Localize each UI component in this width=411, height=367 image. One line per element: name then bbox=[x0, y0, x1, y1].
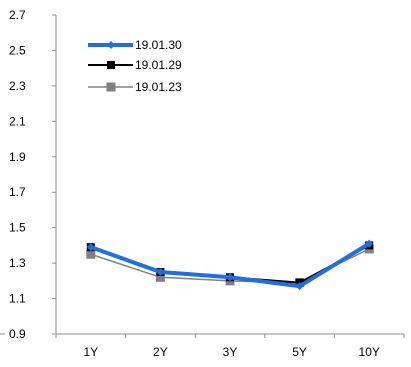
y-tick-labels: 0.9 1.1 1.3 1.5 1.7 1.9 2.1 2.3 2.5 2.7 bbox=[9, 8, 26, 341]
y-tick-label: 1.3 bbox=[9, 256, 26, 270]
data-point bbox=[86, 249, 96, 259]
data-point bbox=[155, 272, 165, 282]
legend-marker bbox=[106, 82, 116, 92]
data-point bbox=[226, 273, 234, 282]
y-tick-label: 0.9 bbox=[9, 327, 26, 341]
data-point bbox=[86, 243, 95, 252]
y-tick-label: 2.5 bbox=[9, 43, 26, 57]
y-tick-label: 2.3 bbox=[9, 79, 26, 93]
axes bbox=[0, 14, 405, 338]
legend: 19.01.30 19.01.29 19.01.23 bbox=[88, 38, 182, 94]
data-point bbox=[156, 267, 165, 276]
y-tick-label: 1.7 bbox=[9, 185, 26, 199]
legend-label: 19.01.23 bbox=[135, 80, 182, 94]
legend-item: 19.01.29 bbox=[88, 58, 182, 72]
y-tick-label: 2.7 bbox=[9, 8, 26, 22]
y-tick-label: 1.9 bbox=[9, 150, 26, 164]
legend-item: 19.01.23 bbox=[88, 80, 182, 94]
x-tick-label: 5Y bbox=[292, 345, 307, 359]
y-tick-label: 1.5 bbox=[9, 221, 26, 235]
x-tick-label: 3Y bbox=[223, 345, 238, 359]
legend-label: 19.01.29 bbox=[135, 58, 182, 72]
x-tick-label: 1Y bbox=[83, 345, 98, 359]
legend-marker bbox=[107, 41, 115, 49]
y-tick-label: 2.1 bbox=[9, 114, 26, 128]
series-layer bbox=[86, 239, 374, 291]
x-tick-label: 2Y bbox=[153, 345, 168, 359]
legend-label: 19.01.30 bbox=[135, 38, 182, 52]
x-tick-label: 10Y bbox=[359, 345, 380, 359]
x-tick-labels: 1Y 2Y 3Y 5Y 10Y bbox=[83, 345, 379, 359]
y-tick-label: 1.1 bbox=[9, 292, 26, 306]
data-point bbox=[365, 239, 374, 248]
legend-marker bbox=[107, 61, 115, 69]
legend-item: 19.01.30 bbox=[88, 38, 182, 52]
data-point bbox=[295, 282, 304, 291]
series-19.01.30 bbox=[86, 239, 374, 291]
